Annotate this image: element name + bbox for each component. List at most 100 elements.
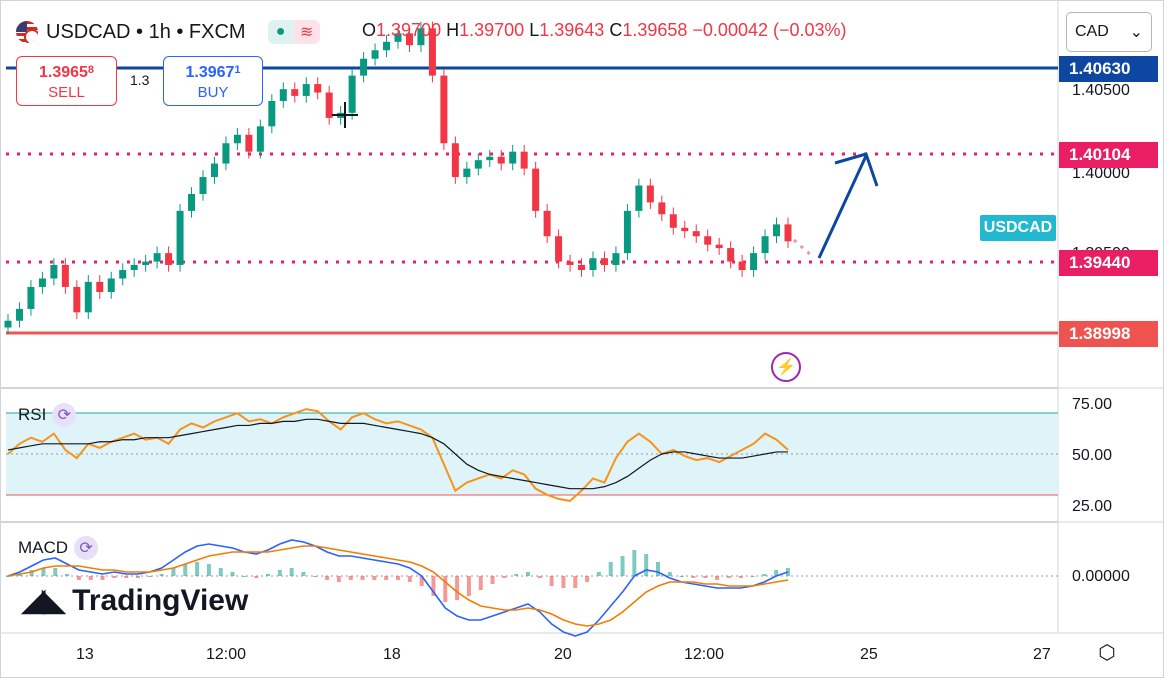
macd-histogram-bar <box>136 576 140 578</box>
crosshair-cursor-icon <box>332 102 358 128</box>
forecast-arrow-head[interactable] <box>834 152 879 187</box>
macd-histogram-bar <box>573 576 578 588</box>
low-value: 1.39643 <box>539 20 605 40</box>
macd-histogram-bar <box>41 568 46 576</box>
macd-histogram-bar <box>726 576 731 578</box>
macd-histogram-bar <box>254 576 259 578</box>
macd-histogram-bar <box>561 576 566 588</box>
macd-histogram-bar <box>112 576 117 578</box>
rsi-ma-line <box>7 418 788 490</box>
macd-histogram-bar <box>230 572 235 576</box>
high-label: H <box>446 20 460 40</box>
macd-histogram-bar <box>6 576 10 577</box>
candle-body <box>15 308 23 321</box>
candle-body <box>291 89 299 96</box>
macd-histogram-bar <box>159 574 164 576</box>
macd-histogram-bar <box>738 576 743 578</box>
price-label-1.38998: 1.38998 <box>1059 321 1158 347</box>
buy-button[interactable]: 1.39671 BUY <box>163 56 263 106</box>
candle-body <box>50 264 58 279</box>
macd-histogram-bar <box>384 576 389 580</box>
candle-body <box>27 286 35 309</box>
symbol-header[interactable]: USDCAD • 1h • FXCM ● ≋ <box>16 18 320 46</box>
macd-histogram-bar <box>526 572 530 576</box>
usd-cad-flag-icon <box>16 21 38 43</box>
currency-select[interactable]: CAD ⌄ <box>1066 12 1152 52</box>
rsi-label-text: RSI <box>18 405 47 424</box>
candle-body <box>715 244 723 249</box>
candle-body <box>325 92 333 118</box>
sell-price: 1.3965 <box>38 64 88 81</box>
rsi-tick: 50.00 <box>1072 447 1112 464</box>
macd-histogram-bar <box>715 576 720 580</box>
candle-body <box>4 320 12 328</box>
macd-histogram-bar <box>195 562 200 576</box>
forecast-arrow-shaft[interactable] <box>817 155 868 259</box>
candle-body <box>658 202 666 215</box>
candle-body <box>646 185 654 203</box>
time-tick: 13 <box>76 646 94 663</box>
forecast-dotted-path[interactable] <box>793 238 813 258</box>
macd-histogram-bar <box>325 576 330 580</box>
macd-label[interactable]: MACD ⟳ <box>18 536 99 560</box>
macd-histogram-bar <box>691 576 696 578</box>
time-tick: 20 <box>554 646 572 663</box>
macd-histogram-bar <box>147 576 152 577</box>
candle-body <box>543 210 551 237</box>
candle-body <box>761 236 769 254</box>
candle-body <box>268 100 276 127</box>
macd-histogram-bar <box>596 572 601 576</box>
candle-body <box>188 193 196 211</box>
spread-value: 1.3 <box>130 72 150 88</box>
symbol-tag: USDCAD <box>980 215 1056 241</box>
macd-histogram-bar <box>656 562 660 576</box>
candle-body <box>302 84 310 96</box>
candle-body <box>394 33 402 42</box>
candle-body <box>773 224 781 237</box>
market-status-pill[interactable]: ● ≋ <box>267 20 320 44</box>
macd-histogram-bar <box>490 576 495 584</box>
candle-body <box>348 75 356 113</box>
macd-histogram-bar <box>29 570 34 576</box>
candle-body <box>210 163 218 178</box>
lightning-icon[interactable]: ⚡ <box>771 352 801 382</box>
buy-price: 1.3967 <box>185 64 235 81</box>
candle-body <box>96 281 104 293</box>
wave-icon: ≋ <box>293 20 320 44</box>
open-label: O <box>362 20 377 40</box>
candle-body <box>417 28 425 46</box>
settings-hex-icon[interactable]: ⬡ <box>1098 641 1116 664</box>
candle-body <box>727 248 735 262</box>
macd-histogram-bar <box>679 576 684 577</box>
macd-histogram-bar <box>537 576 542 578</box>
candle-body <box>474 160 482 169</box>
rsi-label[interactable]: RSI ⟳ <box>18 403 77 427</box>
macd-line <box>7 539 789 637</box>
open-value: 1.39700 <box>376 20 442 40</box>
sell-button[interactable]: 1.39658 SELL <box>16 56 117 106</box>
candle-body <box>84 281 92 313</box>
refresh-icon[interactable]: ⟳ <box>74 536 99 560</box>
macd-histogram-bar <box>514 574 519 576</box>
macd-histogram-bar <box>65 574 70 576</box>
rsi-tick: 75.00 <box>1072 396 1112 413</box>
candle-body <box>371 50 379 59</box>
macd-histogram-bar <box>620 556 625 576</box>
candle-body <box>130 264 138 271</box>
price-label-1.40630: 1.40630 <box>1059 56 1158 82</box>
macd-histogram-bar <box>443 576 448 602</box>
buy-label: BUY <box>197 84 229 101</box>
macd-histogram-bar <box>608 562 613 576</box>
macd-histogram-bar <box>100 576 105 580</box>
refresh-icon[interactable]: ⟳ <box>52 403 77 427</box>
sell-label: SELL <box>48 84 85 101</box>
candle-body <box>360 58 368 76</box>
candle-body <box>142 261 150 265</box>
price-label-1.39440: 1.39440 <box>1059 250 1158 276</box>
candle-body <box>738 261 746 271</box>
candle-body <box>245 134 253 152</box>
time-tick: 25 <box>860 646 878 663</box>
rsi-tick: 25.00 <box>1072 498 1112 515</box>
macd-histogram-bar <box>750 576 755 577</box>
